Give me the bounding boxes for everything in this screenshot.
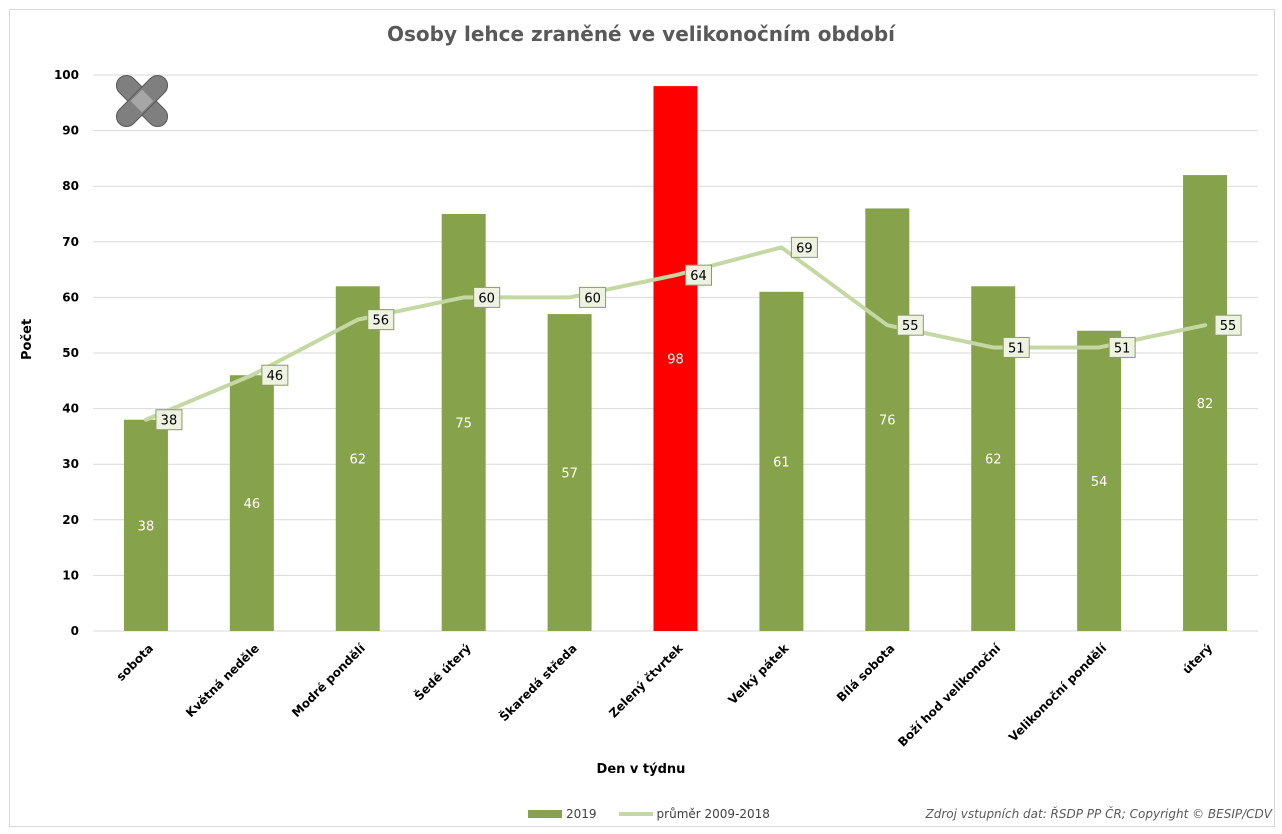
- line-value-label: 55: [902, 319, 919, 334]
- legend-item-line: průměr 2009-2018: [618, 807, 770, 821]
- bar-value-label: 61: [773, 455, 790, 470]
- bar: [441, 214, 486, 631]
- y-tick-label: 0: [71, 624, 79, 638]
- source-note: Zdroj vstupních dat: ŘSDP PP ČR; Copyrig…: [925, 807, 1272, 821]
- y-tick-label: 10: [62, 568, 79, 582]
- x-tick-label: úterý: [1180, 641, 1216, 677]
- line-label-box: [155, 409, 183, 431]
- legend-item-bar: 2019: [528, 807, 597, 821]
- x-tick-label: Velký pátek: [725, 641, 792, 708]
- x-tick-label: Zelený čtvrtek: [606, 641, 686, 721]
- line-value-label: 55: [1220, 319, 1237, 334]
- y-tick-label: 100: [54, 68, 79, 82]
- line-label-box: [896, 314, 924, 336]
- bar-value-label: 75: [455, 417, 472, 432]
- bar-value-label: 57: [561, 467, 578, 482]
- line-value-label: 60: [478, 291, 495, 306]
- bar: [653, 86, 698, 632]
- bar-value-label: 38: [138, 519, 155, 534]
- bandage-icon: [115, 74, 169, 128]
- line-label-box: [261, 364, 289, 386]
- x-tick-label: sobota: [114, 641, 156, 683]
- y-tick-label: 70: [62, 235, 79, 249]
- bar: [1183, 175, 1228, 631]
- x-tick-label: Boží hod velikonoční: [895, 641, 1004, 750]
- line-value-label: 51: [1008, 341, 1025, 356]
- bar-value-label: 82: [1197, 397, 1214, 412]
- line-value-label: 56: [372, 314, 389, 329]
- line-label-box: [367, 309, 395, 331]
- line-value-label: 51: [1114, 341, 1131, 356]
- line-label-box: [1214, 314, 1242, 336]
- x-tick-label: Velikonoční pondělí: [1006, 641, 1110, 745]
- y-tick-label: 80: [62, 179, 79, 193]
- legend: 2019 průměr 2009-2018: [528, 807, 784, 821]
- bar-value-label: 98: [667, 353, 684, 368]
- line-label-box: [579, 286, 607, 308]
- y-tick-label: 90: [62, 124, 79, 138]
- legend-label-bar: 2019: [566, 807, 597, 821]
- line-label-box: [473, 286, 501, 308]
- y-tick-label: 40: [62, 402, 79, 416]
- line-value-label: 64: [690, 269, 707, 284]
- bar-value-label: 62: [985, 453, 1002, 468]
- bar-value-label: 62: [349, 453, 366, 468]
- chart-frame: [9, 9, 1275, 827]
- bar-value-label: 46: [244, 497, 261, 512]
- line-label-box: [1108, 336, 1136, 358]
- x-tick-label: Škaredá středa: [496, 641, 580, 725]
- line-label-box: [685, 264, 712, 286]
- line-value-label: 46: [267, 369, 284, 384]
- bar: [123, 419, 168, 631]
- chart-title: Osoby lehce zraněné ve velikonočním obdo…: [387, 22, 895, 46]
- bar-value-label: 54: [1091, 475, 1108, 490]
- y-tick-label: 30: [62, 457, 79, 471]
- y-tick-label: 50: [62, 346, 79, 360]
- bar-value-label: 76: [879, 414, 896, 429]
- line-value-label: 69: [796, 241, 813, 256]
- bar: [1077, 330, 1122, 631]
- x-tick-label: Šedé úterý: [411, 640, 474, 703]
- bar: [335, 286, 380, 631]
- bar: [547, 314, 592, 631]
- legend-swatch-line: [618, 812, 653, 816]
- legend-swatch-bar: [528, 810, 562, 818]
- line-label-box: [790, 236, 818, 258]
- y-tick-label: 60: [62, 290, 79, 304]
- bar: [759, 291, 804, 631]
- legend-label-line: průměr 2009-2018: [656, 807, 770, 821]
- line-value-label: 60: [584, 291, 601, 306]
- y-tick-label: 20: [62, 513, 79, 527]
- bar: [865, 208, 910, 631]
- bar: [229, 375, 274, 631]
- x-tick-label: Modré pondělí: [289, 641, 368, 720]
- line-value-label: 38: [161, 414, 178, 429]
- line-label-box: [1002, 336, 1030, 358]
- x-axis-label: Den v týdnu: [596, 762, 686, 777]
- x-tick-label: Bílá sobota: [834, 641, 897, 704]
- x-tick-label: Květná neděle: [183, 641, 262, 720]
